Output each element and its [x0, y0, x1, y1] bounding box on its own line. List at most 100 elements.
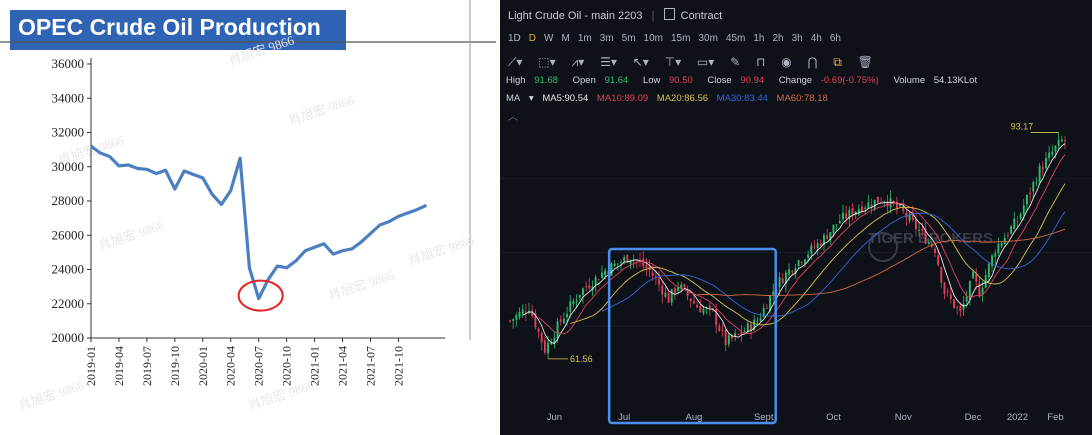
candle-body: [531, 310, 534, 317]
candle-body: [550, 342, 553, 345]
timeframe-4h[interactable]: 4h: [810, 33, 822, 44]
high-label: High: [506, 75, 526, 86]
candle-body: [800, 262, 803, 264]
timeframe-30m[interactable]: 30m: [698, 33, 718, 44]
candle-body: [1057, 139, 1060, 147]
candle-body: [994, 253, 997, 257]
timeframe-w[interactable]: W: [544, 33, 554, 44]
ma30-value: MA30:83.44: [716, 93, 768, 104]
candle-body: [842, 212, 844, 220]
text-tool-icon[interactable]: ⊤▾: [664, 55, 682, 69]
pattern-tool-icon[interactable]: ⩘▾: [571, 55, 585, 69]
candle-body: [959, 305, 962, 312]
x-tick-label: 2021-07: [363, 346, 377, 386]
candle-body: [851, 208, 854, 216]
candle-body: [937, 255, 940, 266]
lock-icon[interactable]: ⊓: [756, 55, 766, 69]
timeframe-10m[interactable]: 10m: [643, 33, 663, 44]
timeframe-15m[interactable]: 15m: [671, 33, 691, 44]
timeframe-5m[interactable]: 5m: [621, 33, 636, 44]
ma30-line: [601, 211, 1066, 317]
candle-body: [734, 333, 737, 337]
contract-icon[interactable]: [663, 8, 675, 20]
candle-body: [1025, 195, 1028, 205]
timeframe-d[interactable]: D: [528, 33, 537, 44]
candle-body: [1064, 140, 1066, 142]
candle-body: [673, 288, 676, 294]
ma-dropdown[interactable]: MA ▾: [506, 93, 534, 104]
candle-body: [750, 324, 752, 331]
x-tick-label: 2021-10: [391, 346, 405, 386]
timeframe-1m[interactable]: 1m: [577, 33, 592, 44]
cursor-tool-icon[interactable]: ↖▾: [632, 55, 649, 69]
chart-header: Light Crude Oil - main 2203 | Contract: [508, 8, 722, 22]
watermark-text: 肖旭宏 9866: [406, 232, 476, 268]
timeframe-1d[interactable]: 1D: [508, 33, 521, 44]
candle-body: [765, 307, 768, 309]
eye-icon[interactable]: ◉: [781, 55, 792, 69]
candle-body: [981, 287, 984, 295]
label-tool-icon[interactable]: ▭▾: [696, 55, 715, 69]
candle-body: [620, 262, 622, 263]
candle-body: [537, 328, 540, 332]
candle-body: [784, 272, 787, 284]
candle-body: [889, 198, 892, 208]
candle-body: [1060, 139, 1063, 142]
candle-body: [857, 209, 860, 214]
layers-icon[interactable]: ⧉: [833, 55, 842, 69]
opec-line-chart: 肖旭宏 9866 肖旭宏 9866 肖旭宏 9866 肖旭宏 9866 肖旭宏 9866…: [0, 0, 496, 413]
instrument-title: Light Crude Oil - main 2203: [508, 10, 643, 22]
candle-body: [578, 294, 581, 298]
candle-body: [956, 307, 959, 308]
candlestick-chart[interactable]: TIGER BROKERS 93.17 61.56 Jun Jul Aug Sept Oc…: [500, 0, 1092, 435]
x-month-label: Sept: [754, 412, 774, 423]
rectangle-tool-icon[interactable]: ⬚▾: [538, 55, 556, 69]
candle-body: [975, 273, 978, 282]
magnet-icon[interactable]: ⋂: [807, 55, 818, 69]
candle-body: [540, 332, 543, 343]
y-tick-label: 22000: [52, 296, 85, 311]
ma60-line: [697, 228, 1066, 297]
candle-body: [962, 303, 965, 310]
trash-icon[interactable]: 🗑: [857, 55, 873, 69]
candle-body: [524, 311, 527, 313]
candle-body: [547, 342, 550, 354]
candle-body: [867, 202, 870, 209]
candle-body: [737, 333, 740, 335]
contract-button[interactable]: Contract: [680, 10, 723, 22]
candle-body: [876, 196, 879, 203]
watermark-text: 肖旭宏 9866: [226, 32, 296, 68]
candle-body: [588, 285, 591, 289]
collapse-icon[interactable]: ︿: [508, 112, 518, 123]
candle-body: [746, 323, 749, 332]
chart-title-box: [10, 10, 346, 50]
candle-body: [680, 284, 683, 289]
candle-body: [512, 319, 515, 321]
candle-body: [911, 212, 914, 220]
timeframe-3h[interactable]: 3h: [791, 33, 803, 44]
trendline-tool-icon[interactable]: ⟋▾: [508, 55, 523, 69]
candle-body: [924, 228, 927, 244]
candle-body: [756, 321, 759, 323]
candle-body: [623, 257, 626, 262]
fib-tool-icon[interactable]: ☰▾: [600, 55, 617, 69]
highlight-box: [607, 247, 777, 425]
candle-body: [1006, 235, 1009, 236]
timeframe-6h[interactable]: 6h: [829, 33, 841, 44]
candle-body: [864, 207, 867, 209]
candle-body: [610, 263, 613, 276]
y-tick-label: 26000: [52, 227, 85, 242]
timeframe-3m[interactable]: 3m: [599, 33, 614, 44]
candle-body: [648, 265, 651, 270]
timeframe-45m[interactable]: 45m: [725, 33, 746, 44]
candle-body: [708, 305, 711, 308]
timeframe-1h[interactable]: 1h: [753, 33, 765, 44]
candle-body: [940, 267, 943, 283]
candle-body: [826, 235, 829, 240]
timeframe-m[interactable]: M: [561, 33, 570, 44]
drawing-toolbar: ⟋▾ ⬚▾ ⩘▾ ☰▾ ↖▾ ⊤▾ ▭▾ ✎ ⊓ ◉ ⋂ ⧉ 🗑: [508, 55, 885, 70]
timeframe-2h[interactable]: 2h: [772, 33, 784, 44]
pencil-icon[interactable]: ✎: [730, 55, 741, 69]
ma5-line: [522, 143, 1066, 345]
candle-body: [572, 301, 575, 305]
